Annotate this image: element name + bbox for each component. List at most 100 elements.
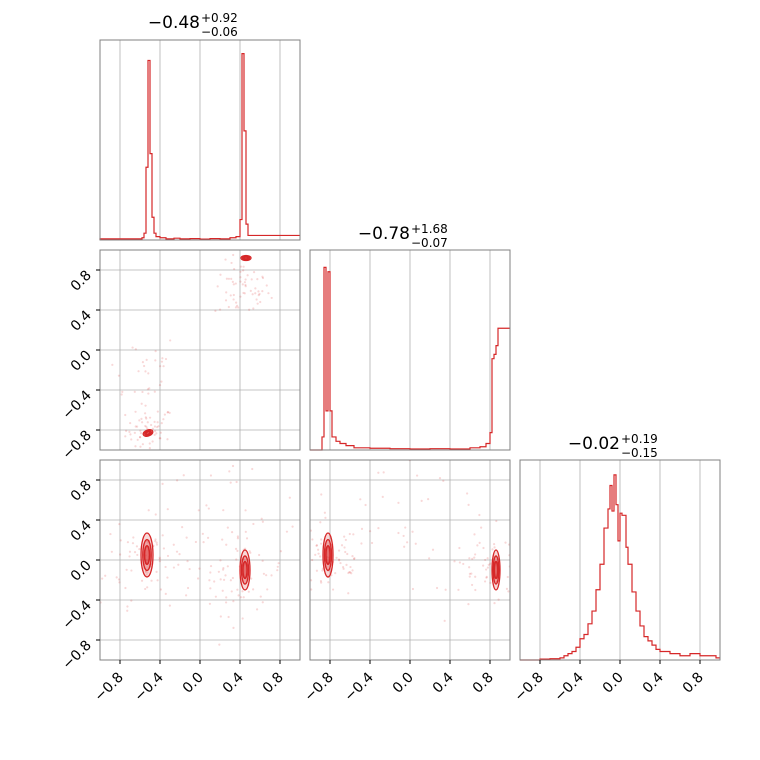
histogram-layer (99, 53, 720, 661)
scatter-point-0-1-53 (267, 292, 270, 295)
scatter-point-0-1-15 (239, 295, 242, 298)
scatter-point-0-0-44 (148, 416, 152, 419)
scatter-point-1-0-46 (208, 602, 212, 605)
scatter-point-0-0-3 (151, 427, 154, 430)
scatter-point-0-2-20 (117, 374, 121, 377)
scatter-point-1-0-8 (117, 578, 121, 581)
scatter-point-1-0-62 (140, 579, 144, 582)
scatter-point-1-0-37 (166, 554, 170, 558)
scatter-point-0-2-0 (144, 370, 147, 373)
scatter-point-0-2-5 (158, 383, 162, 387)
scatter-point-2-0-13 (344, 550, 347, 554)
scatter-point-1-2-0 (244, 509, 247, 512)
scatter-point-0-0-25 (144, 404, 147, 407)
scatter-point-2-1-12 (486, 566, 490, 569)
y-tick-label-2-3: 0.4 (68, 517, 95, 544)
scatter-point-1-1-22 (226, 565, 229, 568)
title-1-median: −0.78 (358, 224, 410, 244)
scatter-point-0-1-8 (265, 284, 268, 287)
title-0-minus: −0.06 (201, 25, 238, 39)
scatter-point-1-0-3 (132, 536, 135, 539)
scatter-point-1-2-14 (311, 637, 313, 639)
scatter-point-1-1-35 (258, 553, 261, 557)
y-tick-label-2-0: −0.8 (59, 638, 94, 673)
scatter-point-2-2-13 (414, 542, 417, 545)
scatter-point-2-0-46 (349, 565, 352, 569)
scatter-point-2-1-45 (457, 588, 460, 591)
scatter-point-1-0-57 (115, 576, 118, 579)
title-layer: −0.48 +0.92 −0.06 −0.78 +1.68 −0.07 −0.0… (148, 11, 658, 460)
scatter-point-2-2-39 (473, 453, 475, 455)
scatter-point-2-2-26 (377, 527, 380, 530)
scatter-point-1-0-79 (131, 542, 135, 545)
scatter-point-1-0-5 (146, 586, 149, 589)
scatter-point-1-2-23 (231, 464, 235, 468)
scatter-point-0-0-19 (133, 431, 136, 434)
scatter-point-1-0-55 (164, 592, 167, 595)
scatter-point-2-0-7 (315, 569, 319, 572)
scatter-point-1-1-52 (231, 576, 234, 580)
scatter-point-2-1-7 (473, 533, 476, 536)
scatter-point-2-2-42 (438, 477, 442, 480)
scatter-point-0-1-18 (233, 267, 236, 271)
scatter-point-0-2-26 (162, 365, 165, 368)
scatter-point-2-2-32 (349, 571, 352, 574)
scatter-point-0-0-15 (162, 418, 165, 421)
scatter-point-1-0-54 (109, 532, 112, 536)
scatter-point-2-1-25 (474, 588, 477, 592)
scatter-point-2-1-39 (485, 568, 488, 571)
scatter-point-2-0-37 (315, 544, 318, 547)
scatter-point-0-0-29 (153, 420, 156, 423)
scatter-point-1-1-24 (230, 531, 234, 534)
scatter-point-1-1-40 (239, 596, 243, 599)
scatter-point-0-0-10 (159, 431, 162, 434)
scatter-point-1-1-13 (227, 615, 230, 619)
scatter-point-0-1-43 (224, 299, 228, 302)
scatter-point-0-0-4 (153, 425, 157, 428)
scatter-point-0-0-28 (134, 445, 137, 448)
scatter-point-2-2-23 (359, 498, 362, 501)
scatter-point-2-1-38 (493, 543, 496, 546)
scatter-point-1-0-64 (156, 579, 159, 582)
scatter-point-1-2-1 (176, 479, 179, 482)
density-contour-0-1-2 (243, 256, 249, 260)
scatter-point-2-1-32 (468, 557, 471, 560)
scatter-point-2-2-40 (467, 503, 470, 506)
scatter-point-0-0-13 (148, 442, 151, 445)
scatter-point-1-0-27 (168, 604, 171, 607)
scatter-point-1-0-6 (128, 550, 132, 553)
scatter-point-2-1-36 (482, 564, 485, 567)
scatter-point-0-2-1 (159, 365, 162, 368)
scatter-point-0-0-39 (166, 438, 169, 441)
scatter-point-1-1-53 (241, 617, 244, 620)
scatter-point-1-2-3 (207, 507, 210, 510)
scatter-point-0-1-23 (234, 306, 238, 309)
density-contour-1-1-2 (242, 560, 248, 580)
scatter-point-2-1-31 (483, 580, 487, 583)
y-tick-label-1-1: −0.4 (59, 387, 94, 422)
scatter-point-0-1-26 (254, 287, 257, 290)
scatter-point-0-2-27 (120, 393, 123, 396)
scatter-point-1-1-67 (234, 547, 238, 550)
scatter-point-1-1-49 (202, 540, 205, 544)
scatter-point-2-0-26 (351, 555, 354, 558)
scatter-point-1-1-64 (237, 594, 240, 597)
scatter-point-2-1-6 (493, 546, 496, 549)
scatter-point-2-1-46 (486, 557, 489, 560)
scatter-point-1-0-28 (164, 565, 167, 569)
scatter-point-1-1-18 (265, 574, 268, 577)
scatter-point-2-1-15 (512, 574, 514, 576)
scatter-point-0-0-23 (153, 430, 157, 433)
scatter-point-1-1-38 (217, 570, 220, 573)
scatter-point-1-2-12 (230, 411, 232, 413)
scatter-point-1-0-31 (118, 581, 121, 584)
scatter-point-1-0-36 (186, 586, 190, 590)
scatter-point-1-2-34 (246, 456, 248, 458)
scatter-point-1-2-30 (182, 474, 185, 477)
scatter-point-0-2-17 (164, 357, 168, 361)
scatter-point-0-1-42 (259, 300, 262, 304)
scatter-point-2-0-64 (301, 529, 303, 531)
scatter-point-2-2-47 (422, 407, 424, 409)
scatter-point-0-2-8 (147, 392, 150, 395)
scatter-point-2-2-27 (334, 572, 337, 575)
